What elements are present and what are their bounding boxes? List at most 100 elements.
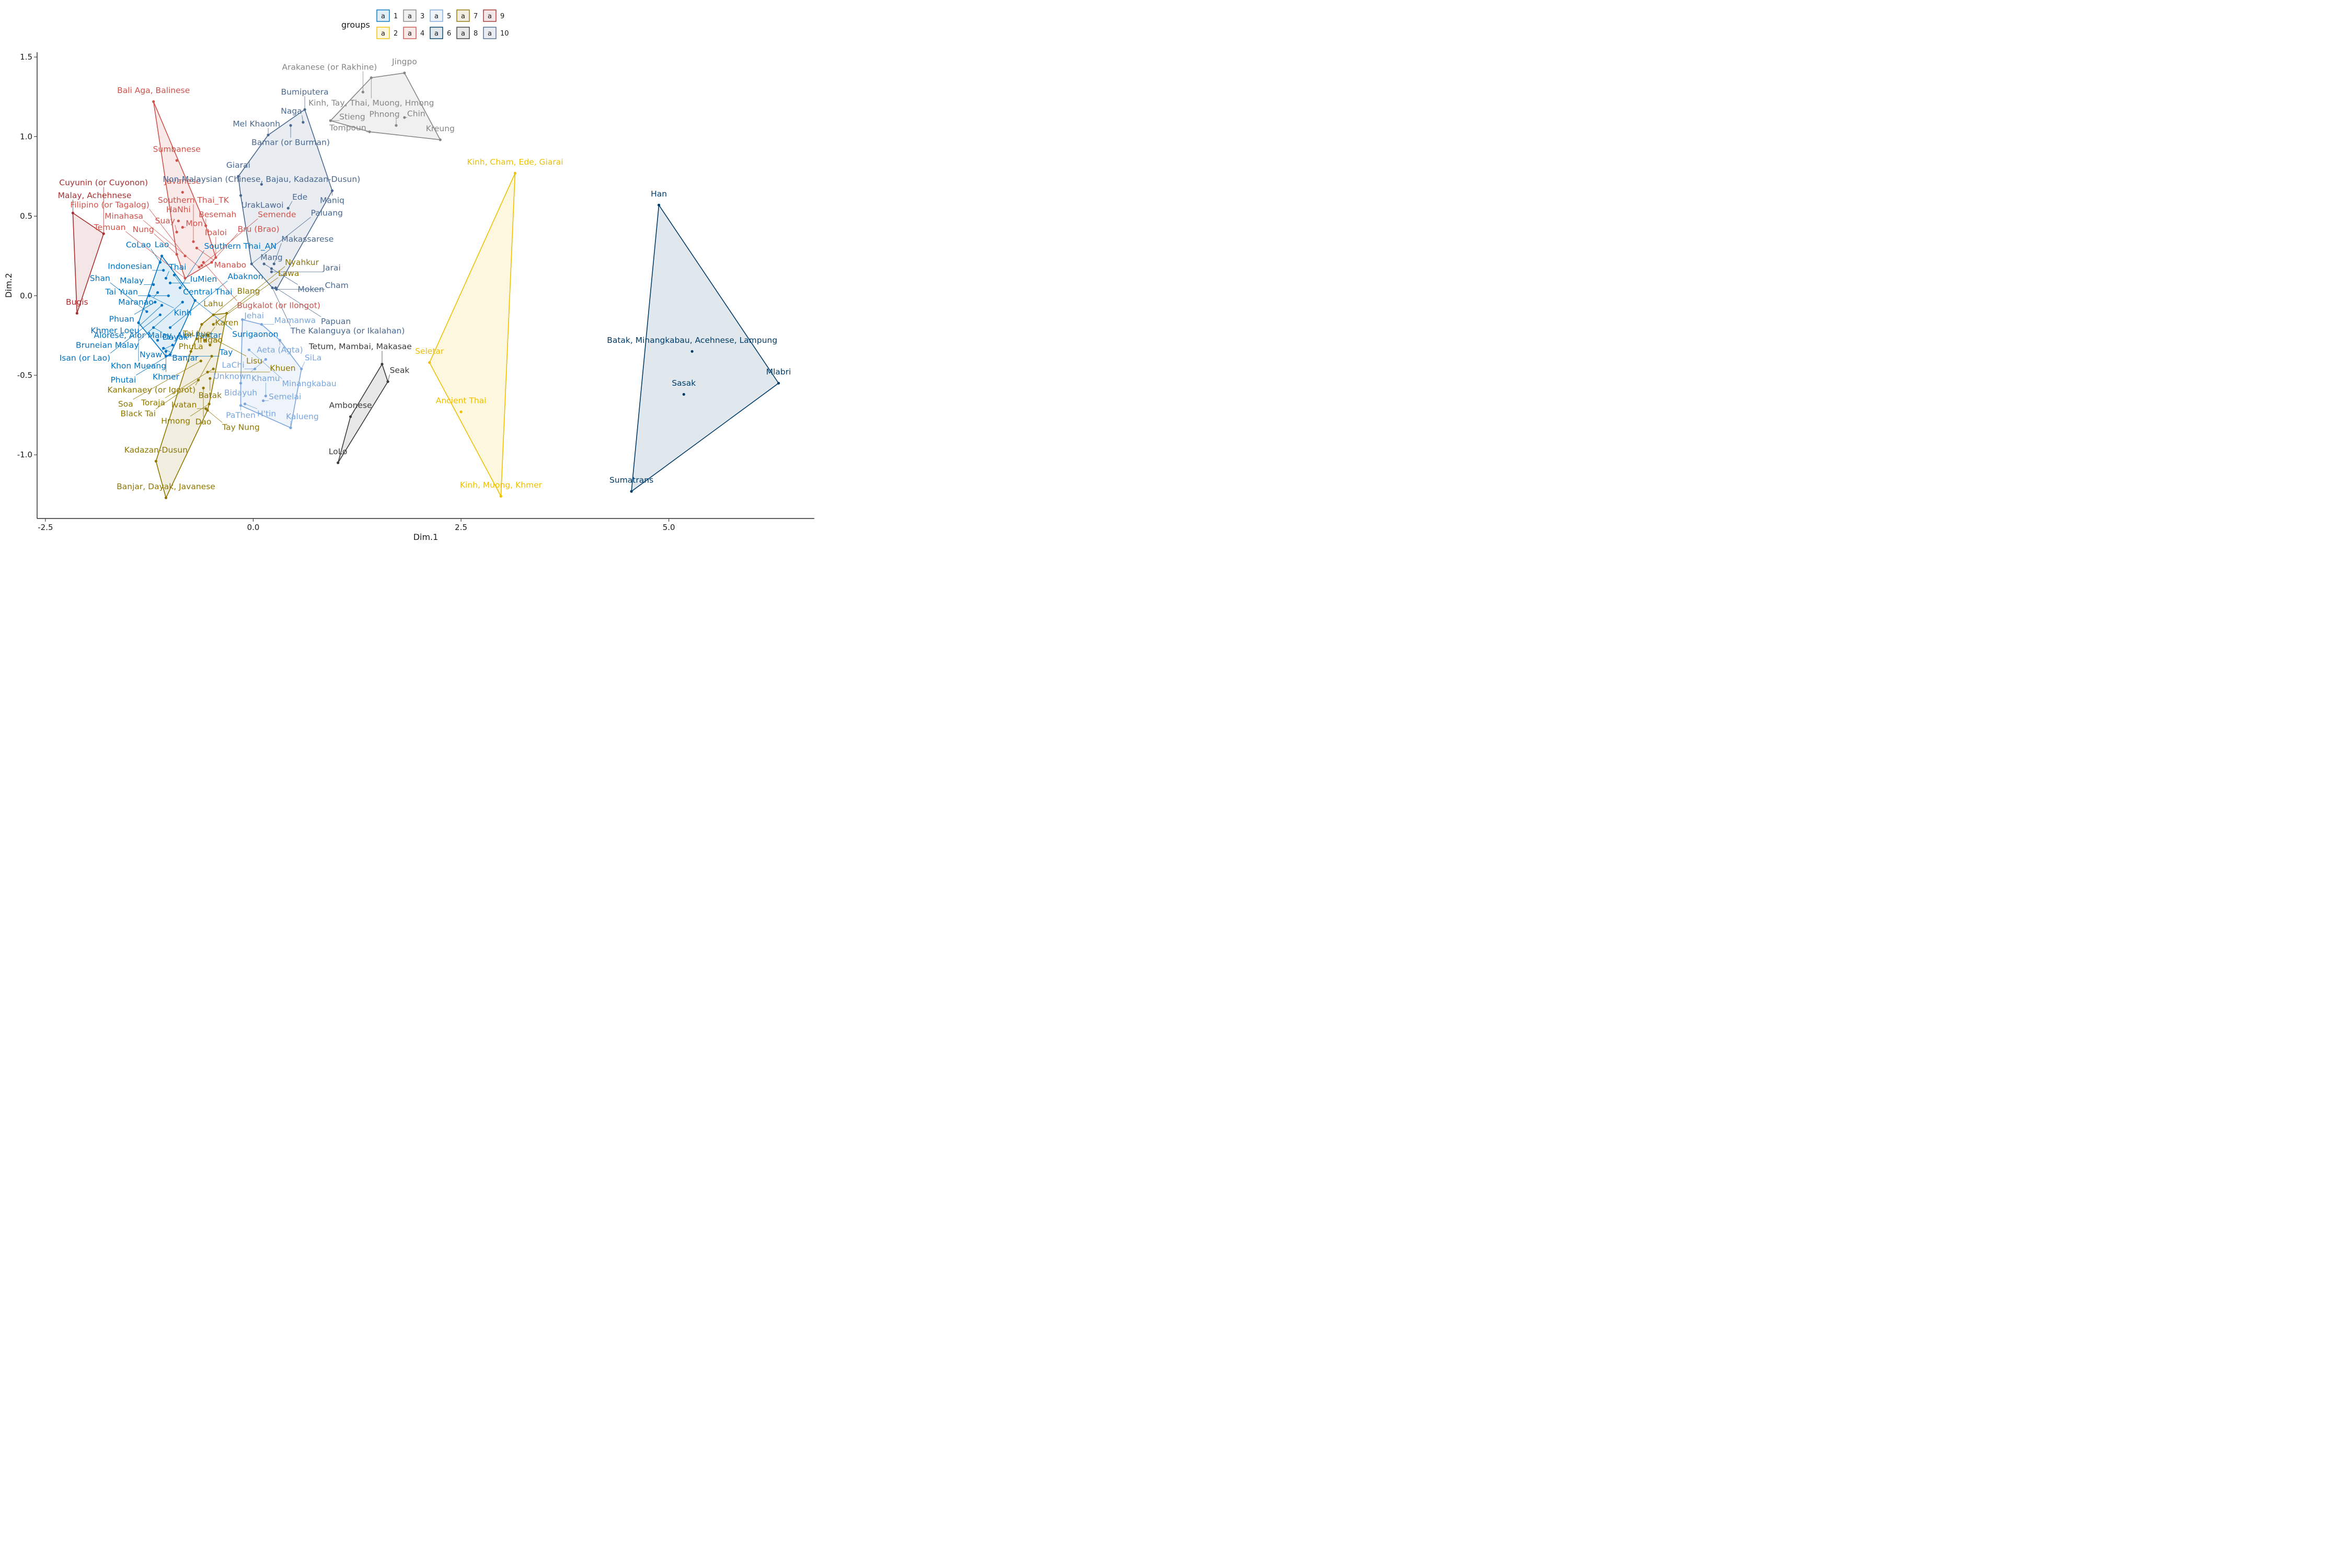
data-point: [181, 191, 184, 194]
point-label: Tai Yuan: [105, 287, 137, 296]
data-point: [349, 415, 352, 418]
point-label: Suay: [155, 216, 175, 226]
data-point: [168, 353, 172, 356]
data-point: [275, 288, 278, 291]
y-tick-label: 0.0: [20, 291, 32, 301]
data-point: [690, 350, 694, 353]
point-label: Bugkalot (or Ilongot): [237, 301, 320, 310]
label-leader-line: [207, 410, 223, 423]
point-label: Aeta (Agta): [257, 345, 303, 355]
legend-key-5: [430, 9, 443, 22]
data-point: [403, 72, 406, 75]
point-label: Seak: [390, 366, 410, 375]
point-label: Khuen: [270, 363, 295, 373]
point-label: LaChi: [222, 360, 245, 370]
data-point: [499, 494, 503, 498]
label-leader-line: [226, 266, 285, 314]
group-hull-9: [72, 212, 105, 314]
data-point: [203, 339, 206, 342]
data-point: [239, 404, 243, 407]
data-point: [239, 194, 243, 197]
data-point: [175, 159, 178, 162]
data-point: [368, 130, 371, 133]
data-point: [286, 206, 290, 210]
data-point: [272, 262, 275, 266]
point-label: Mamanwa: [274, 316, 316, 325]
point-label: Isan (or Lao): [60, 353, 110, 363]
point-label: Manabo: [214, 260, 247, 270]
point-label: Kankanaey (or Igorot): [107, 385, 195, 395]
data-point: [172, 273, 176, 276]
data-point: [152, 326, 155, 329]
label-leader-line: [149, 295, 174, 308]
legend-key-4: [403, 27, 417, 39]
point-label: Khmer Loeu: [90, 326, 139, 336]
point-label: Banjar, Dayak, Javanese: [117, 482, 215, 491]
data-point: [202, 261, 205, 264]
data-point: [241, 318, 244, 321]
point-label: Moken: [297, 284, 324, 294]
point-label: Papuan: [321, 317, 351, 326]
legend-label-9: 9: [500, 13, 504, 20]
data-point: [162, 347, 165, 350]
point-label: Dayak: [163, 332, 188, 342]
data-point: [237, 175, 240, 178]
point-label: Alorese, Alor Malay, Alor-Pantar: [94, 331, 222, 340]
point-label: Mang: [260, 253, 283, 262]
point-label: Bamar (or Burman): [251, 138, 330, 147]
point-label: Karen: [215, 318, 239, 328]
point-label: Naga: [281, 107, 302, 116]
point-label: Nung: [133, 225, 154, 234]
y-tick-label: 0.5: [20, 212, 32, 221]
data-point: [658, 203, 661, 206]
axes: -2.5 0.0 2.5 5.0 -1.0 -0.5 0.0 0.5 1.0 1.5 Dim.1 Di…: [4, 52, 814, 542]
data-point: [270, 270, 273, 273]
point-label: UrakLawoi: [241, 201, 284, 210]
label-leader-line: [180, 250, 204, 288]
label-leader-line: [197, 248, 214, 261]
data-point: [303, 108, 306, 111]
point-label: Abaknon: [227, 272, 263, 281]
label-leader-line: [143, 220, 200, 268]
data-point: [145, 310, 148, 313]
x-tick-label: 0.0: [247, 523, 260, 532]
legend-key-glyph: a: [381, 13, 385, 20]
data-point: [777, 382, 780, 385]
data-point: [386, 380, 389, 383]
legend-label-6: 6: [447, 30, 451, 38]
data-point: [262, 262, 266, 266]
point-label: Sumbanese: [153, 145, 201, 154]
data-point: [193, 299, 197, 302]
point-label: Khamu: [251, 374, 280, 383]
data-point: [244, 402, 247, 406]
x-tick-label: -2.5: [38, 523, 53, 532]
data-point: [225, 312, 228, 315]
data-point: [337, 461, 340, 465]
point-label: The Kalanguya (or Ikalahan): [290, 326, 405, 336]
x-tick-label: 2.5: [455, 523, 467, 532]
data-point: [181, 301, 184, 304]
point-label: Sasak: [672, 378, 696, 388]
legend-title: groups: [341, 20, 370, 30]
data-points: [71, 72, 780, 500]
data-point: [175, 253, 178, 256]
data-point: [199, 360, 202, 363]
point-label: Maniq: [320, 195, 344, 205]
legend-key-10: [483, 27, 497, 39]
y-tick-label: -0.5: [17, 371, 32, 380]
point-label: Bru (Brao): [238, 224, 280, 234]
data-point: [206, 409, 209, 412]
point-label: Kinh: [174, 308, 192, 317]
legend-key-glyph: a: [434, 13, 439, 20]
label-leader-line: [165, 368, 214, 398]
scatter-chart: Lao CoLao Indonesian Central Thai Thai IuMien…: [4, 9, 814, 542]
data-point: [212, 323, 215, 326]
label-leader-line: [275, 287, 321, 317]
legend-label-4: 4: [420, 30, 424, 38]
point-label: Blang: [237, 286, 260, 296]
point-label: Kreung: [426, 124, 455, 133]
point-label: Besemah: [199, 210, 236, 219]
point-label: Maranao: [118, 297, 154, 307]
label-leader-line: [245, 403, 258, 409]
